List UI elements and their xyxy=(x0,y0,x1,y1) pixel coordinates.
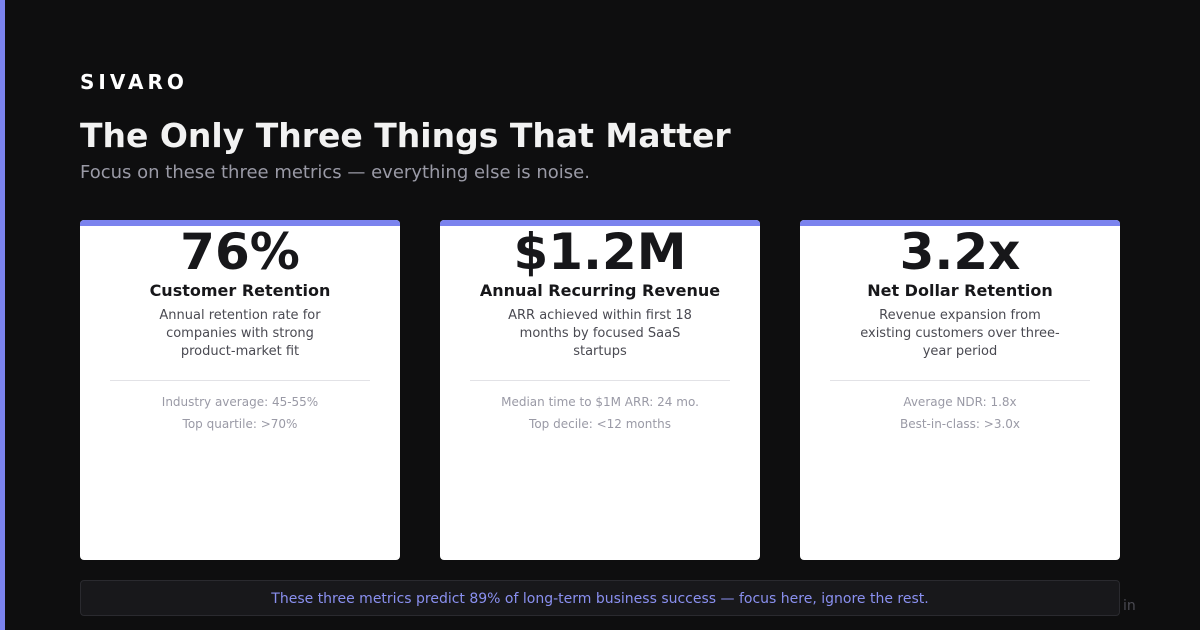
metric-label: Annual Recurring Revenue xyxy=(479,281,721,300)
metric-card-arr: $1.2M Annual Recurring Revenue ARR achie… xyxy=(440,220,760,560)
metric-value: $1.2M xyxy=(513,223,687,281)
footer-callout: These three metrics predict 89% of long-… xyxy=(80,580,1120,616)
left-accent-bar xyxy=(0,0,5,630)
card-divider xyxy=(470,380,730,381)
metric-benchmark: Top decile: <12 months xyxy=(529,417,671,431)
metric-label: Net Dollar Retention xyxy=(867,281,1053,300)
card-divider xyxy=(110,380,370,381)
metric-benchmark: Average NDR: 1.8x xyxy=(903,395,1017,409)
card-accent-bar xyxy=(800,220,1120,226)
metric-card-ndr: 3.2x Net Dollar Retention Revenue expans… xyxy=(800,220,1120,560)
metric-benchmark: Best-in-class: >3.0x xyxy=(899,417,1021,431)
page-subtitle: Focus on these three metrics — everythin… xyxy=(80,162,590,183)
footer-text: These three metrics predict 89% of long-… xyxy=(271,591,929,607)
metric-benchmark: Top quartile: >70% xyxy=(182,417,298,431)
metric-description: Annual retention rate for companies with… xyxy=(159,308,321,359)
metric-label: Customer Retention xyxy=(149,281,331,300)
corner-mark-text: in xyxy=(1123,598,1136,614)
metric-description: ARR achieved within first 18 months by f… xyxy=(508,308,692,359)
card-accent-bar xyxy=(440,220,760,226)
metric-description: Revenue expansion from existing customer… xyxy=(860,308,1060,359)
metric-value: 76% xyxy=(180,223,300,281)
metric-benchmark: Median time to $1M ARR: 24 mo. xyxy=(501,395,699,409)
card-accent-bar xyxy=(80,220,400,226)
metric-card-retention: 76% Customer Retention Annual retention … xyxy=(80,220,400,560)
metric-benchmark: Industry average: 45-55% xyxy=(161,395,319,409)
page-title: The Only Three Things That Matter xyxy=(80,116,731,155)
brand-logo: SIVARO xyxy=(80,70,188,94)
card-divider xyxy=(830,380,1090,381)
metric-value: 3.2x xyxy=(899,223,1021,281)
